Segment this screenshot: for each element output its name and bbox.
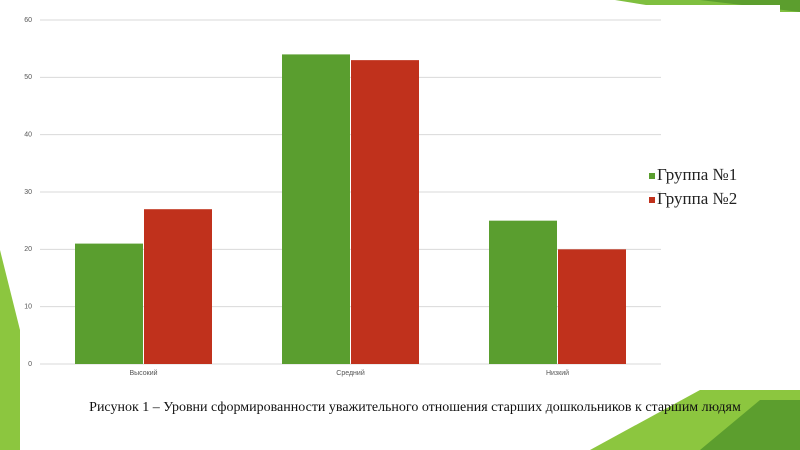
y-tick-label: 50	[24, 74, 32, 81]
legend-label: Группа №1	[657, 165, 737, 184]
y-tick-label: 40	[24, 132, 32, 139]
y-tick-label: 10	[24, 304, 32, 311]
bar	[282, 54, 350, 365]
legend-swatch	[649, 197, 655, 203]
bar	[144, 209, 212, 364]
x-tick-label: Высокий	[129, 369, 157, 377]
bar	[75, 243, 143, 364]
y-tick-label: 20	[24, 246, 32, 253]
bar	[489, 220, 557, 364]
y-tick-label: 0	[28, 361, 32, 368]
x-tick-label: Средний	[336, 369, 365, 377]
y-tick-label: 30	[24, 189, 32, 196]
legend-swatch	[649, 173, 655, 179]
caption: Рисунок 1 – Уровни сформированности уваж…	[89, 400, 741, 415]
y-tick-label: 60	[24, 17, 32, 24]
x-tick-label: Низкий	[546, 369, 569, 377]
bar	[351, 60, 419, 365]
decoration	[0, 250, 20, 450]
bar	[558, 249, 626, 364]
decoration	[700, 400, 800, 450]
legend-label: Группа №2	[657, 189, 737, 208]
